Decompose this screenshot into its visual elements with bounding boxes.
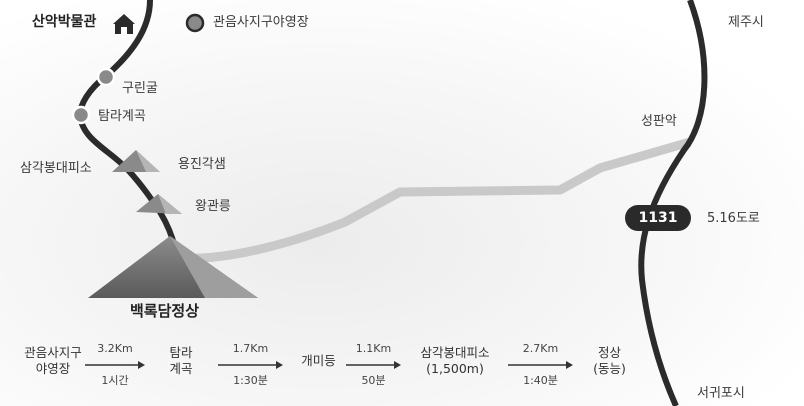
cave-label: 구린굴: [122, 81, 158, 96]
shelter-label: 삼각봉대피소: [20, 161, 92, 176]
seogwipo-label: 서귀포시: [697, 386, 745, 401]
crown-label: 왕관릉: [195, 199, 231, 214]
segment-distance: 1.1Km: [355, 342, 392, 355]
route-stop: 관음사지구 야영장: [24, 345, 82, 376]
road-number-badge: 1131: [625, 205, 691, 231]
valley-marker: [71, 105, 91, 125]
segment-time: 1:40분: [523, 374, 558, 387]
jeju-label: 제주시: [728, 15, 764, 30]
arrow-icon: [346, 361, 401, 369]
seongpanak-road: [174, 137, 692, 263]
valley-label: 탐라계곡: [98, 109, 146, 124]
segment-time: 1시간: [101, 374, 129, 387]
route-segment: 3.2Km 1시간: [85, 342, 145, 387]
cave-marker: [96, 67, 116, 87]
segment-distance: 2.7Km: [522, 342, 559, 355]
arrow-icon: [218, 361, 283, 369]
route-stop: 개미등: [301, 353, 336, 368]
seongpanak-label: 성판악: [641, 114, 677, 129]
museum-label: 산악박물관: [32, 14, 97, 30]
campground-marker: [185, 13, 205, 33]
arrow-icon: [508, 361, 573, 369]
route-stop: 탐라 계곡: [169, 345, 193, 376]
spring-label: 용진각샘: [178, 157, 226, 172]
route-stop: 정상 (동능): [593, 345, 626, 376]
route-stop: 삼각봉대피소 (1,500m): [420, 345, 490, 376]
segment-distance: 3.2Km: [97, 342, 133, 355]
arrow-icon: [85, 361, 145, 369]
route-segment: 2.7Km 1:40분: [508, 342, 573, 387]
summit-label: 백록담정상: [130, 302, 200, 320]
road-name-label: 5.16도로: [707, 211, 760, 226]
segment-distance: 1.7Km: [232, 342, 269, 355]
house-icon: [113, 14, 135, 34]
road-1131: [638, 0, 708, 406]
campground-label: 관음사지구야영장: [213, 15, 309, 30]
route-segment: 1.7Km 1:30분: [218, 342, 283, 387]
route-segment: 1.1Km 50분: [346, 342, 401, 387]
segment-time: 1:30분: [233, 374, 268, 387]
segment-time: 50분: [361, 374, 386, 387]
